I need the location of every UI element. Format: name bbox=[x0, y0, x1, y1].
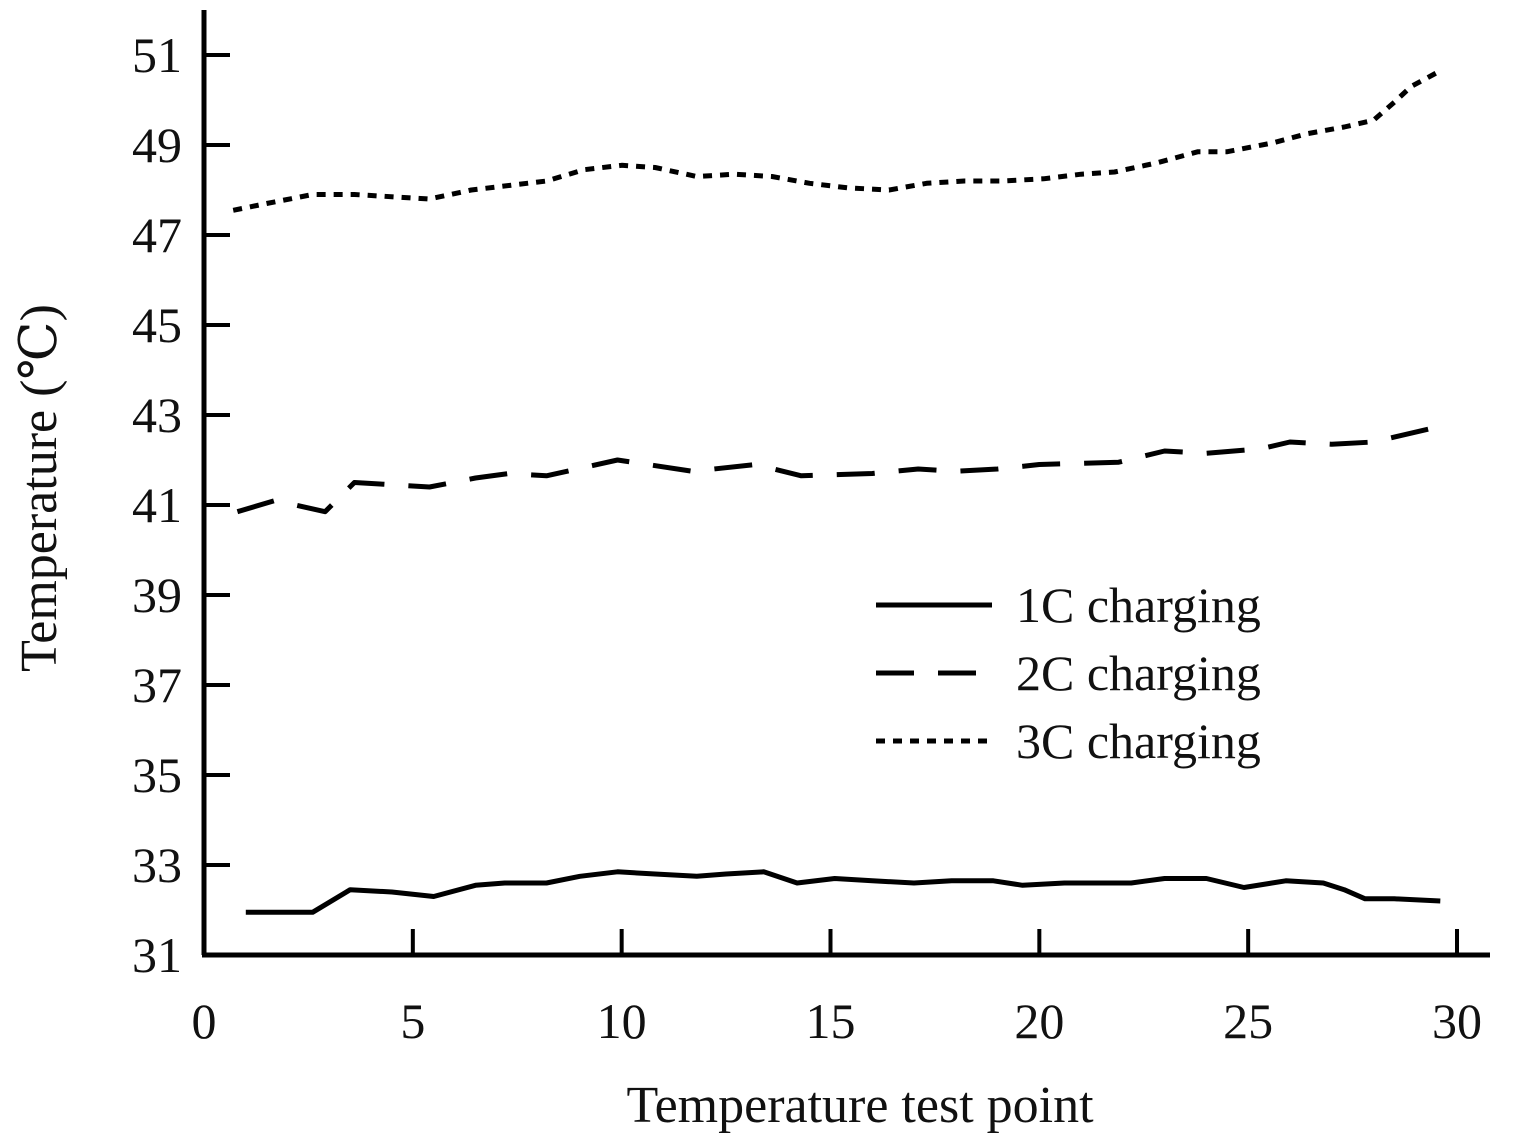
y-tick-label: 43 bbox=[132, 387, 182, 443]
x-tick-label: 0 bbox=[192, 993, 217, 1049]
x-tick-label: 25 bbox=[1223, 993, 1273, 1049]
y-tick-label: 49 bbox=[132, 117, 182, 173]
x-axis-title: Temperature test point bbox=[626, 1077, 1094, 1134]
y-tick-label: 31 bbox=[132, 927, 182, 983]
x-tick-label: 15 bbox=[806, 993, 856, 1049]
y-tick-group: 31 33 35 37 39 41 43 45 47 49 51 bbox=[132, 27, 230, 983]
legend: 1C charging 2C charging 3C charging bbox=[876, 577, 1261, 769]
y-tick-label: 47 bbox=[132, 207, 182, 263]
y-tick-label: 33 bbox=[132, 837, 182, 893]
y-tick-label: 35 bbox=[132, 747, 182, 803]
series-line-2c-charging bbox=[236, 423, 1441, 515]
y-tick-label: 51 bbox=[132, 27, 182, 83]
y-tick-label: 45 bbox=[132, 297, 182, 353]
x-tick-label: 30 bbox=[1432, 993, 1482, 1049]
x-tick-group: 0 5 10 15 20 25 30 bbox=[192, 929, 1482, 1049]
legend-label: 1C charging bbox=[1016, 577, 1261, 633]
series-line-3c-charging bbox=[232, 68, 1442, 213]
y-axis-title: Temperature (℃) bbox=[11, 304, 68, 672]
x-tick-label: 20 bbox=[1014, 993, 1064, 1049]
x-tick-label: 10 bbox=[597, 993, 647, 1049]
y-tick-label: 39 bbox=[132, 567, 182, 623]
series-line-1c-charging bbox=[245, 869, 1441, 915]
legend-label: 3C charging bbox=[1016, 713, 1261, 769]
legend-label: 2C charging bbox=[1016, 645, 1261, 701]
y-tick-label: 37 bbox=[132, 657, 182, 713]
y-tick-label: 41 bbox=[132, 477, 182, 533]
x-tick-label: 5 bbox=[400, 993, 425, 1049]
plot-lines-group bbox=[232, 68, 1442, 915]
